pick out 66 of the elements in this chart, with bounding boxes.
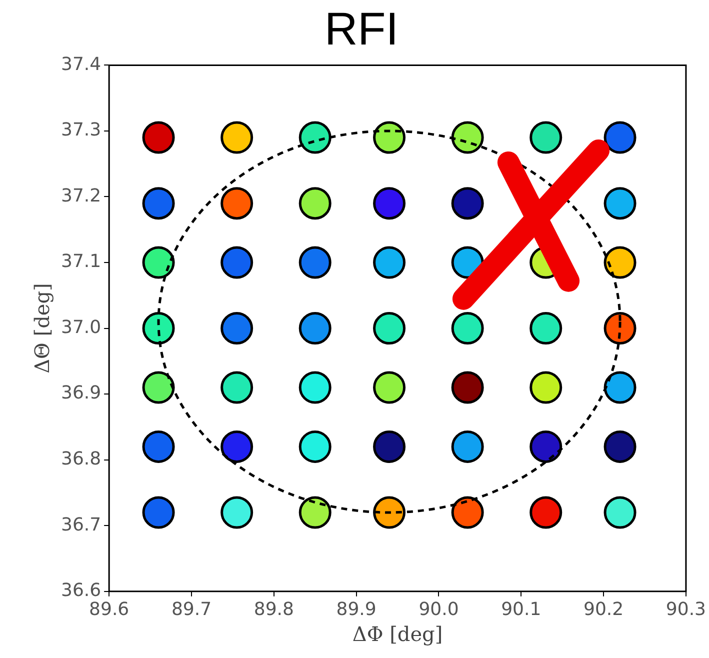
- point: [373, 187, 406, 220]
- x-tick-label: 89.7: [171, 598, 212, 620]
- point: [604, 496, 636, 529]
- point: [373, 496, 406, 529]
- point: [298, 187, 332, 220]
- x-tick-label: 90.0: [418, 598, 459, 620]
- point: [604, 371, 636, 404]
- point: [142, 312, 175, 345]
- x-tick-label: 89.9: [336, 598, 376, 620]
- point: [373, 371, 406, 404]
- point: [604, 121, 636, 154]
- y-tick-label: 37.4: [61, 54, 102, 75]
- point: [220, 187, 254, 220]
- point: [298, 246, 332, 279]
- point: [142, 430, 175, 463]
- point: [451, 430, 484, 463]
- point: [142, 496, 175, 529]
- point: [451, 187, 484, 220]
- point: [451, 312, 484, 345]
- point: [604, 246, 636, 279]
- point: [142, 246, 175, 279]
- point: [451, 371, 484, 404]
- x-tick-label: 90.2: [584, 598, 624, 620]
- point: [220, 496, 254, 529]
- point: [298, 371, 332, 404]
- y-tick-label: 36.8: [61, 448, 102, 470]
- y-tick-label: 37.3: [61, 120, 102, 141]
- point: [373, 246, 406, 279]
- point: [451, 496, 484, 529]
- x-tick-label: 90.3: [666, 598, 706, 620]
- point: [530, 430, 562, 463]
- point: [220, 246, 254, 279]
- point: [142, 371, 175, 404]
- y-tick-label: 36.6: [61, 580, 102, 602]
- y-tick-label: 37.1: [61, 251, 102, 272]
- point: [220, 430, 254, 463]
- point: [142, 121, 175, 154]
- point: [373, 121, 406, 154]
- point: [451, 121, 484, 154]
- point: [530, 496, 562, 529]
- point: [298, 121, 332, 154]
- chart-title: RFI: [324, 2, 399, 54]
- point: [220, 371, 254, 404]
- point: [142, 187, 175, 220]
- point: [530, 121, 562, 154]
- point: [530, 312, 562, 345]
- x-tick-label: 90.1: [501, 598, 542, 620]
- x-tick-label: 89.6: [89, 598, 130, 620]
- y-tick-label: 36.7: [61, 514, 102, 536]
- point: [373, 430, 406, 463]
- point: [298, 496, 332, 529]
- y-tick-label: 37.0: [61, 316, 102, 338]
- point: [604, 312, 636, 345]
- x-axis-title: ΔΦ [deg]: [352, 622, 443, 646]
- point: [220, 121, 254, 154]
- point: [220, 312, 254, 345]
- point: [298, 312, 332, 345]
- point: [530, 371, 562, 404]
- y-tick-label: 36.9: [61, 382, 102, 404]
- y-axis-title: ΔΘ [deg]: [30, 283, 54, 374]
- point: [298, 430, 332, 463]
- x-tick-label: 89.8: [254, 598, 294, 620]
- point: [604, 187, 636, 220]
- point: [604, 430, 636, 463]
- y-tick-label: 37.2: [61, 185, 102, 206]
- point: [373, 312, 406, 345]
